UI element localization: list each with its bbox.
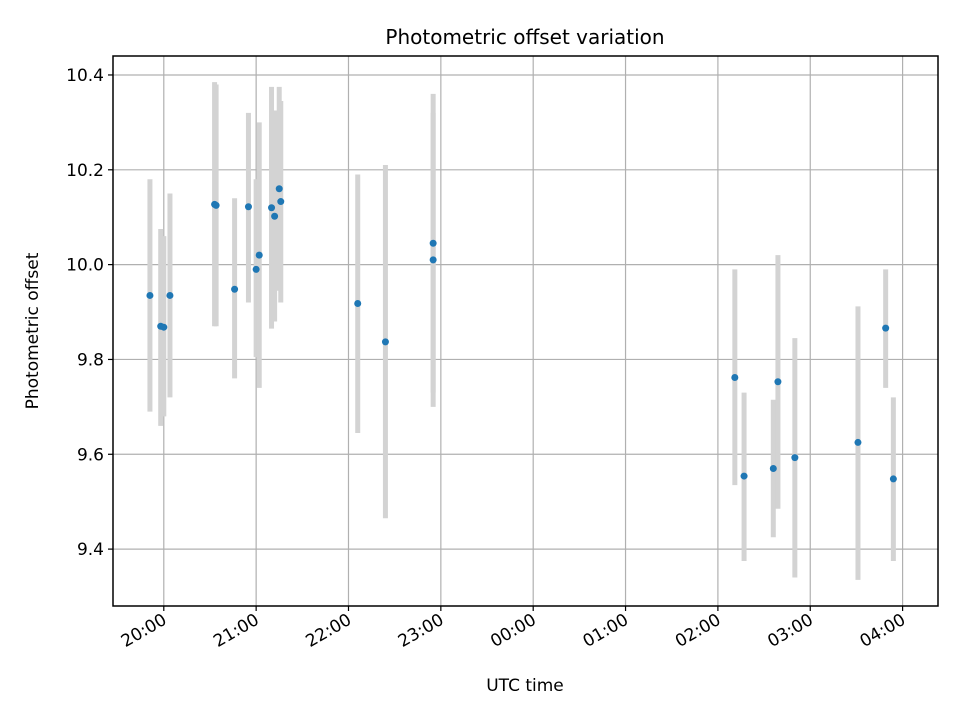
- data-point: [429, 239, 437, 247]
- data-points: [146, 185, 897, 483]
- data-point: [271, 212, 279, 220]
- data-point: [740, 472, 748, 480]
- data-point: [791, 454, 799, 462]
- y-tick-label: 9.4: [77, 540, 104, 560]
- data-point: [882, 324, 890, 332]
- data-point: [231, 285, 239, 293]
- data-point: [854, 438, 862, 446]
- y-tick-label: 10.0: [66, 256, 104, 276]
- data-point: [769, 465, 777, 472]
- y-tick-label: 10.2: [66, 161, 104, 181]
- y-tick-label: 9.6: [77, 445, 104, 465]
- data-point: [252, 265, 260, 273]
- data-point: [381, 338, 389, 346]
- data-point: [255, 251, 263, 259]
- x-axis-label: UTC time: [486, 676, 564, 696]
- y-tick-label: 9.8: [77, 350, 104, 370]
- plot-frame: [112, 55, 939, 607]
- y-tick-label: 10.4: [66, 66, 104, 86]
- chart-title: Photometric offset variation: [385, 25, 664, 49]
- data-point: [160, 323, 168, 331]
- data-point: [244, 203, 252, 211]
- data-point: [146, 291, 154, 299]
- data-point: [166, 291, 174, 299]
- data-point: [275, 185, 283, 193]
- y-axis-ticks: 9.4 9.6 9.8 10.0 10.2 10.4: [66, 66, 113, 560]
- data-point: [731, 373, 739, 381]
- data-point: [429, 256, 437, 264]
- data-point: [212, 201, 220, 209]
- data-point: [889, 475, 897, 483]
- data-point: [774, 378, 782, 386]
- data-point: [268, 204, 276, 212]
- data-point: [354, 300, 362, 307]
- y-axis-label: Photometric offset: [23, 252, 43, 409]
- data-point: [277, 198, 285, 206]
